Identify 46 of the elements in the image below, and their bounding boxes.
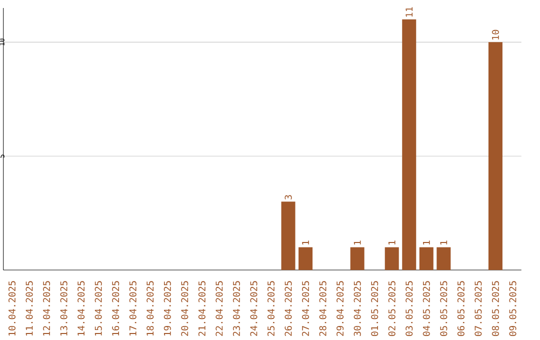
bar — [384, 247, 399, 270]
bar — [281, 202, 296, 270]
data-label: 1 — [302, 240, 309, 244]
x-tick-label: 09.05.2025 — [509, 281, 516, 336]
data-label: 1 — [388, 240, 396, 244]
data-label: 10 — [492, 30, 499, 40]
x-tick-label: 23.04.2025 — [232, 281, 240, 336]
x-tick-label: 02.05.2025 — [388, 281, 396, 336]
data-label: 1 — [440, 240, 448, 244]
x-tick-label: 03.05.2025 — [406, 281, 413, 336]
data-label: 11 — [406, 7, 413, 17]
x-tick-label: 25.04.2025 — [267, 281, 275, 336]
x-tick-label: 30.04.2025 — [354, 281, 361, 336]
bar — [402, 19, 416, 270]
bar — [488, 42, 502, 270]
x-tick-label: 14.04.2025 — [78, 281, 85, 336]
x-tick-label: 15.04.2025 — [94, 281, 102, 336]
x-tick-label: 26.04.2025 — [284, 281, 292, 336]
x-tick-label: 18.04.2025 — [146, 281, 154, 336]
x-tick-label: 19.04.2025 — [164, 281, 171, 336]
x-tick-label: 27.04.2025 — [302, 281, 310, 336]
x-tick-label: 16.04.2025 — [112, 281, 120, 336]
x-tick-label: 20.04.2025 — [181, 281, 188, 336]
bar — [436, 247, 451, 270]
x-tick-label: 06.05.2025 — [457, 281, 464, 336]
x-tick-label: 08.05.2025 — [492, 281, 499, 336]
x-tick-label: 21.04.2025 — [198, 281, 206, 336]
data-label: 1 — [354, 240, 361, 244]
x-tick-label: 12.04.2025 — [43, 281, 50, 336]
x-tick-label: 13.04.2025 — [60, 281, 68, 336]
bar — [350, 247, 364, 270]
bar — [419, 247, 434, 270]
x-tick-label: 05.05.2025 — [440, 281, 448, 336]
bar — [298, 247, 313, 270]
x-tick-label: 10.04.2025 — [8, 281, 16, 336]
x-tick-label: 29.04.2025 — [336, 281, 344, 336]
x-tick-label: 28.04.2025 — [319, 281, 326, 336]
data-label: 1 — [423, 240, 430, 244]
x-tick-label: 04.05.2025 — [422, 281, 430, 336]
x-tick-label: 22.04.2025 — [216, 281, 223, 336]
data-label: 3 — [284, 195, 292, 200]
x-tick-label: 01.05.2025 — [371, 281, 378, 336]
x-tick-label: 17.04.2025 — [129, 281, 136, 336]
x-tick-label: 11.04.2025 — [26, 281, 33, 336]
x-tick-label: 07.05.2025 — [474, 281, 482, 336]
x-tick-label: 24.04.2025 — [250, 281, 258, 336]
